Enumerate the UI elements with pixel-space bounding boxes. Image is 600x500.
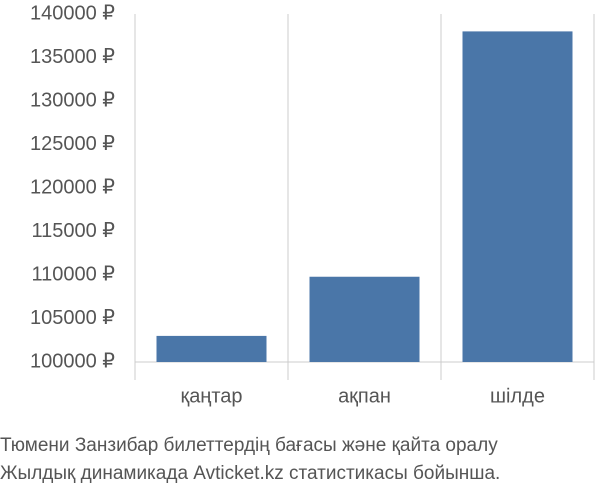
bar [309, 276, 420, 362]
x-tick-label: ақпан [338, 385, 391, 407]
x-tick-label: қаңтар [180, 385, 242, 407]
caption-line: Тюмени Занзибар билеттердің бағасы және … [0, 435, 498, 456]
y-tick-label: 115000 ₽ [31, 220, 115, 242]
y-tick-label: 105000 ₽ [30, 307, 115, 329]
y-tick-label: 110000 ₽ [31, 263, 115, 285]
y-tick-label: 140000 ₽ [30, 2, 115, 24]
y-tick-label: 130000 ₽ [30, 89, 115, 111]
bar [156, 335, 267, 362]
x-tick-label: шілде [490, 385, 545, 407]
y-tick-label: 125000 ₽ [30, 133, 115, 155]
caption-line: Жылдық динамикада Avticket.kz статистика… [0, 463, 500, 484]
y-tick-label: 135000 ₽ [30, 46, 115, 68]
bar [462, 31, 573, 363]
y-tick-label: 100000 ₽ [30, 350, 115, 372]
y-tick-label: 120000 ₽ [30, 176, 115, 198]
